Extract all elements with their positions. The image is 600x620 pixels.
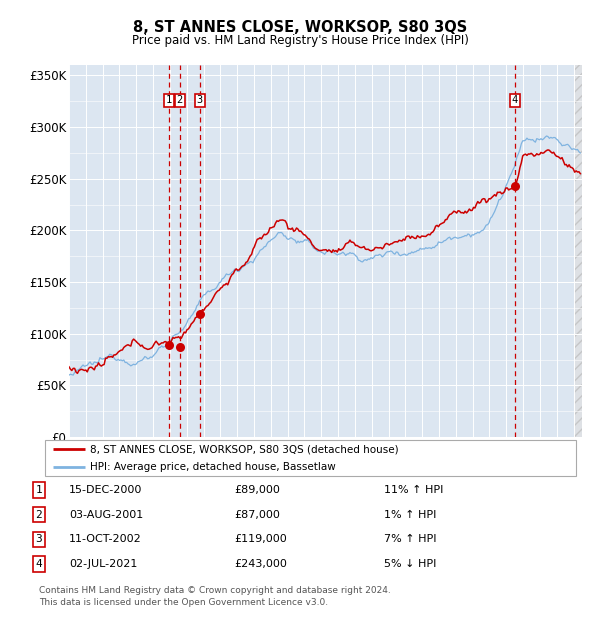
Text: 4: 4 [512, 95, 518, 105]
Text: 3: 3 [35, 534, 43, 544]
Text: 7% ↑ HPI: 7% ↑ HPI [384, 534, 437, 544]
Text: Price paid vs. HM Land Registry's House Price Index (HPI): Price paid vs. HM Land Registry's House … [131, 34, 469, 47]
FancyBboxPatch shape [45, 440, 576, 476]
Text: 1: 1 [166, 95, 172, 105]
Text: 3: 3 [197, 95, 203, 105]
Text: 2: 2 [176, 95, 183, 105]
Text: £243,000: £243,000 [234, 559, 287, 569]
Text: 4: 4 [35, 559, 43, 569]
Text: £87,000: £87,000 [234, 510, 280, 520]
Text: 5% ↓ HPI: 5% ↓ HPI [384, 559, 436, 569]
Text: 1: 1 [35, 485, 43, 495]
Bar [574, 65, 590, 437]
Text: 1% ↑ HPI: 1% ↑ HPI [384, 510, 436, 520]
Text: £89,000: £89,000 [234, 485, 280, 495]
Text: 11-OCT-2002: 11-OCT-2002 [69, 534, 142, 544]
Text: 02-JUL-2021: 02-JUL-2021 [69, 559, 137, 569]
Text: 8, ST ANNES CLOSE, WORKSOP, S80 3QS (detached house): 8, ST ANNES CLOSE, WORKSOP, S80 3QS (det… [90, 444, 399, 454]
Text: 03-AUG-2001: 03-AUG-2001 [69, 510, 143, 520]
Text: Contains HM Land Registry data © Crown copyright and database right 2024.
This d: Contains HM Land Registry data © Crown c… [39, 586, 391, 607]
Text: HPI: Average price, detached house, Bassetlaw: HPI: Average price, detached house, Bass… [90, 462, 336, 472]
Text: 2: 2 [35, 510, 43, 520]
Text: £119,000: £119,000 [234, 534, 287, 544]
Text: 8, ST ANNES CLOSE, WORKSOP, S80 3QS: 8, ST ANNES CLOSE, WORKSOP, S80 3QS [133, 20, 467, 35]
Text: 11% ↑ HPI: 11% ↑ HPI [384, 485, 443, 495]
Text: 15-DEC-2000: 15-DEC-2000 [69, 485, 142, 495]
